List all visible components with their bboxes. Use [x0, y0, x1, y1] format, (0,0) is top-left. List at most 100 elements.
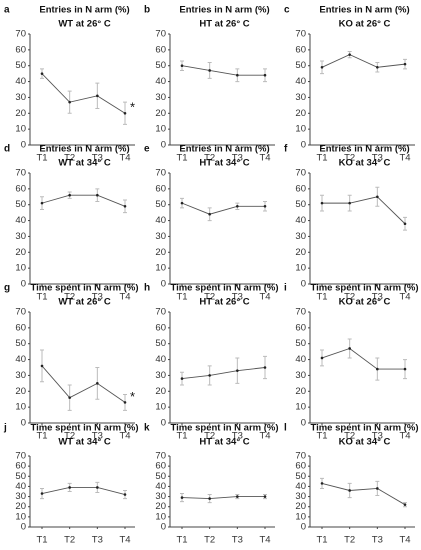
x-tick-label: T3 — [372, 535, 383, 546]
line — [181, 367, 266, 380]
point — [40, 72, 44, 75]
point — [68, 193, 71, 197]
x-tick-label: T4 — [399, 431, 410, 442]
y-tick-label: 40 — [155, 76, 166, 87]
y-tick-label: 60 — [295, 183, 306, 194]
y-tick-label: 50 — [295, 471, 306, 482]
y-tick-label: 20 — [295, 247, 306, 258]
y-tick-label: 20 — [15, 386, 26, 397]
x-tick-label: T4 — [259, 292, 270, 303]
x-tick-label: T2 — [344, 292, 355, 303]
point — [208, 69, 211, 72]
line — [321, 482, 406, 506]
point — [236, 205, 239, 208]
y-tick-label: 70 — [295, 168, 306, 179]
y-tick-label: 20 — [155, 247, 166, 258]
point — [348, 347, 351, 350]
x-tick-label: T2 — [344, 431, 355, 442]
y-tick-label: 30 — [295, 231, 306, 242]
y-tick-label: 50 — [295, 338, 306, 349]
y-tick-label: 20 — [295, 108, 306, 119]
point — [40, 492, 44, 495]
x-tick-label: T3 — [92, 535, 103, 546]
point — [403, 367, 407, 371]
point — [96, 94, 99, 98]
y-tick-label: 20 — [295, 501, 306, 512]
panel-title: Time spent in N arm (%) — [30, 283, 138, 294]
y-tick-label: 20 — [15, 501, 26, 512]
x-tick-label: T4 — [259, 153, 270, 164]
y-tick-label: 30 — [15, 370, 26, 381]
point — [180, 496, 184, 499]
y-tick-label: 60 — [155, 461, 166, 472]
y-tick-label: 50 — [155, 60, 166, 71]
point — [376, 487, 379, 490]
x-tick-label: T1 — [316, 535, 327, 546]
y-tick-label: 70 — [15, 307, 26, 318]
panel-title: Entries in N arm (%) — [39, 144, 129, 155]
point — [40, 364, 44, 368]
x-tick-label: T4 — [259, 431, 270, 442]
y-tick-label: 10 — [155, 263, 166, 274]
y-tick-label: 0 — [161, 522, 166, 533]
panel-title: Time spent in N arm (%) — [170, 283, 278, 294]
x-tick-label: T1 — [176, 292, 187, 303]
panel-title: Time spent in N arm (%) — [310, 283, 418, 294]
y-tick-label: 60 — [155, 44, 166, 55]
y-tick-label: 30 — [15, 491, 26, 502]
y-tick-label: 0 — [21, 418, 26, 429]
x-tick-label: T1 — [36, 153, 47, 164]
panel-subtitle: HT at 34° C — [199, 437, 249, 448]
y-tick-label: 10 — [155, 402, 166, 413]
x-tick-label: T1 — [176, 535, 187, 546]
y-tick-label: 20 — [155, 108, 166, 119]
point — [376, 195, 379, 199]
x-tick-label: T2 — [64, 431, 75, 442]
point — [320, 482, 324, 485]
annotation: * — [130, 389, 135, 404]
point — [376, 66, 379, 69]
point — [68, 100, 71, 104]
x-tick-label: T1 — [36, 431, 47, 442]
y-tick-label: 20 — [155, 386, 166, 397]
point — [208, 497, 211, 500]
y-tick-label: 60 — [15, 183, 26, 194]
y-tick-label: 40 — [155, 215, 166, 226]
y-tick-label: 10 — [295, 263, 306, 274]
panel-subtitle: KO at 34° C — [339, 437, 391, 448]
y-tick-label: 20 — [155, 501, 166, 512]
panel-letter: f — [284, 144, 288, 155]
x-tick-label: T1 — [316, 292, 327, 303]
x-tick-label: T2 — [204, 153, 215, 164]
y-tick-label: 50 — [295, 199, 306, 210]
y-tick-label: 0 — [21, 279, 26, 290]
y-tick-label: 70 — [295, 451, 306, 462]
point — [236, 495, 239, 498]
point — [180, 377, 184, 380]
y-tick-label: 30 — [15, 231, 26, 242]
y-tick-label: 10 — [15, 263, 26, 274]
y-tick-label: 40 — [155, 354, 166, 365]
x-tick-label: T2 — [64, 292, 75, 303]
point — [348, 201, 351, 205]
point — [123, 111, 127, 115]
point — [96, 193, 99, 197]
panel-title: Entries in N arm (%) — [39, 5, 129, 16]
y-tick-label: 60 — [15, 322, 26, 333]
panel-letter: a — [4, 5, 10, 16]
x-tick-label: T3 — [372, 292, 383, 303]
y-tick-label: 0 — [161, 140, 166, 151]
annotation: * — [130, 100, 135, 115]
x-tick-label: T2 — [204, 431, 215, 442]
point — [236, 369, 239, 372]
y-tick-label: 0 — [161, 418, 166, 429]
x-tick-label: T4 — [119, 292, 130, 303]
y-tick-label: 50 — [15, 471, 26, 482]
panel-subtitle: WT at 34° C — [58, 158, 111, 169]
x-tick-label: T4 — [119, 153, 130, 164]
point — [123, 205, 127, 208]
y-tick-label: 30 — [155, 92, 166, 103]
point — [320, 201, 324, 205]
x-tick-label: T4 — [399, 292, 410, 303]
